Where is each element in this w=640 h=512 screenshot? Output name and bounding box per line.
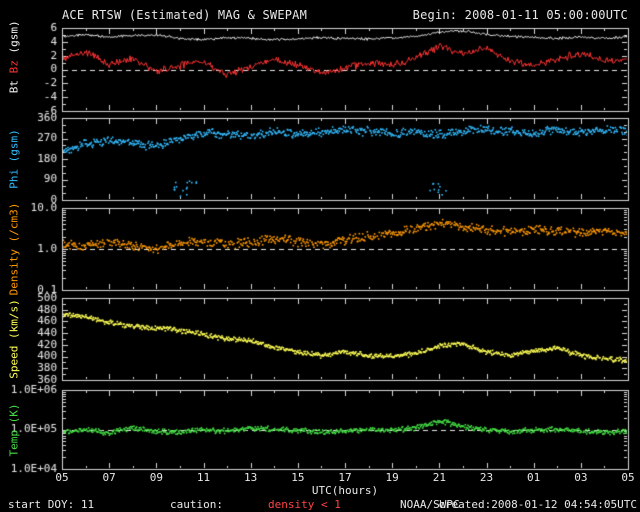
plot-begin-label: Begin: 2008-01-11 05:00:00UTC [412, 8, 628, 22]
y-axis-label-bt-bz: Bt Bz (gsm) [0, 20, 34, 119]
x-tick-label: 13 [244, 471, 258, 484]
footer-agency: NOAA/SWPC [400, 498, 460, 511]
x-tick-label: 15 [291, 471, 305, 484]
x-tick-label: 01 [527, 471, 541, 484]
x-tick-label: 17 [338, 471, 352, 484]
footer-created-timestamp: created:2008-01-12 04:54:05UTC [438, 498, 637, 511]
footer-start-doy: start DOY: 11 [8, 498, 95, 511]
x-tick-label: 05 [621, 471, 635, 484]
x-tick-label: 03 [574, 471, 588, 484]
x-axis-title: UTC(hours) [311, 484, 379, 497]
bz-label: Bz [7, 59, 21, 73]
x-tick-label: 21 [432, 471, 446, 484]
bt-label: Bt [7, 72, 21, 93]
x-tick-label: 07 [102, 471, 116, 484]
x-tick-label: 23 [479, 471, 494, 484]
x-tick-label: 19 [385, 471, 399, 484]
gsm-unit-label: (gsm) [7, 19, 21, 60]
footer-caution-label: caution: [170, 498, 223, 511]
y-axis-label-density: Density (/cm3) [7, 202, 21, 296]
x-tick-label: 05 [55, 471, 69, 484]
y-axis-label-phi: Phi (gsm) [7, 129, 21, 189]
x-tick-label: 09 [149, 471, 163, 484]
y-axis-label-temp: Temp (K) [7, 403, 21, 456]
plot-title: ACE RTSW (Estimated) MAG & SWEPAM [62, 8, 308, 22]
y-axis-label-speed: Speed (km/s) [7, 299, 21, 379]
x-tick-label: 11 [196, 471, 211, 484]
footer-density-warning: density < 1 [268, 498, 341, 511]
